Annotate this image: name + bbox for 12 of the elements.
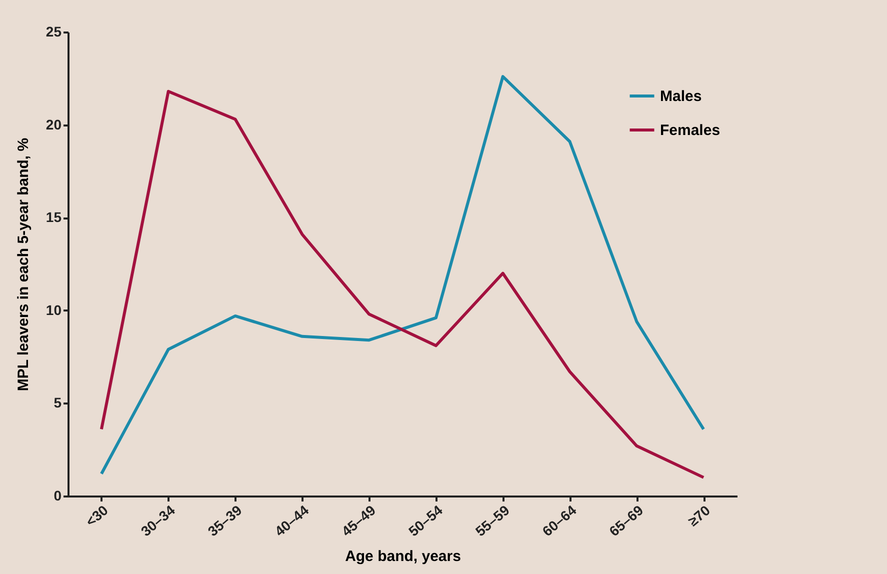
y-tick-label: 10 bbox=[46, 302, 62, 318]
x-axis-title: Age band, years bbox=[345, 548, 461, 566]
y-tick-label: 20 bbox=[46, 116, 62, 132]
legend-label: Females bbox=[660, 122, 720, 139]
legend-label: Males bbox=[660, 88, 702, 105]
y-tick-label: 0 bbox=[54, 488, 62, 504]
y-tick-label: 25 bbox=[46, 24, 62, 40]
y-tick-label: 5 bbox=[54, 394, 62, 411]
x-tick-label: <30 bbox=[82, 502, 112, 530]
x-tick-label: ≥70 bbox=[684, 502, 714, 530]
y-axis-title: MPL leavers in each 5-year band, % bbox=[14, 138, 32, 392]
y-tick-label: 15 bbox=[46, 209, 62, 226]
